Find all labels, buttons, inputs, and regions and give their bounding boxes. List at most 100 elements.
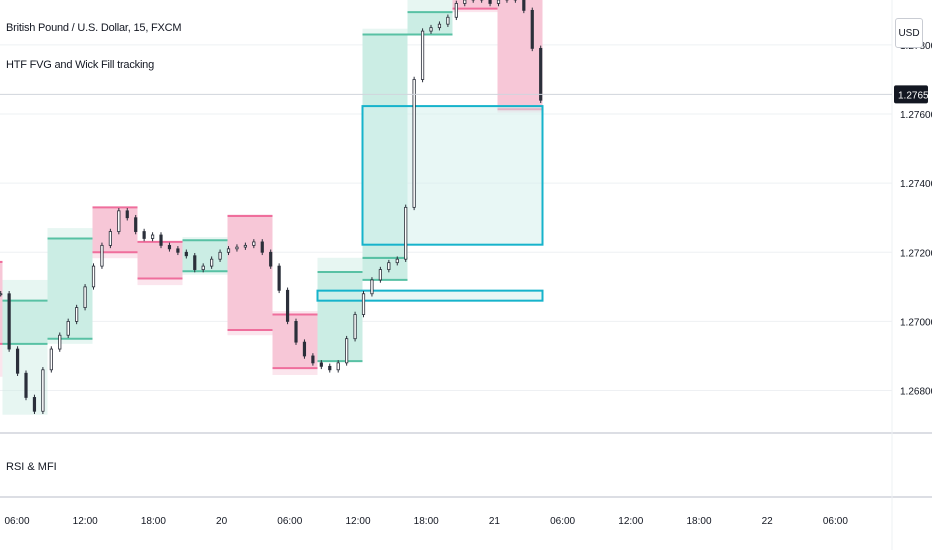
candle-body xyxy=(285,289,290,322)
time-tick-label: 21 xyxy=(489,516,501,527)
candle-body xyxy=(336,362,340,371)
candle-body xyxy=(150,234,155,239)
price-tick-label: 1.27000 xyxy=(900,317,932,328)
time-axis: 06:00 12:00 18:00 20 06:00 12:00 18:00 21 06:00 1… xyxy=(4,516,848,527)
candle-body xyxy=(353,314,357,340)
candle-body xyxy=(243,244,247,248)
time-tick-label: 20 xyxy=(216,516,228,527)
candle-body xyxy=(328,365,332,371)
htf-body xyxy=(452,0,498,9)
time-tick-label: 18:00 xyxy=(686,516,711,527)
candle-body xyxy=(24,372,28,398)
candle-body xyxy=(269,251,273,267)
fvg-zone xyxy=(316,289,544,302)
candle-body xyxy=(522,0,526,11)
candle-body xyxy=(446,16,450,25)
time-tick-label: 18:00 xyxy=(141,516,166,527)
candle-body xyxy=(235,246,239,250)
time-tick-label: 12:00 xyxy=(345,516,370,527)
fvg-zones xyxy=(316,105,544,302)
candle-body xyxy=(260,241,264,253)
candle-body xyxy=(454,3,458,18)
candle-body xyxy=(378,269,382,281)
candle-body xyxy=(167,244,172,250)
candle-body xyxy=(361,293,366,315)
candle-body xyxy=(83,286,87,308)
htf-body xyxy=(92,207,138,253)
candle-body xyxy=(319,362,323,367)
htf-body xyxy=(362,257,408,280)
price-axis: 1.278001.276001.274001.272001.270001.268… xyxy=(894,41,932,398)
candle-body xyxy=(108,231,112,246)
candle-body xyxy=(218,251,222,260)
candle-body xyxy=(125,210,129,219)
time-tick-label: 06:00 xyxy=(823,516,848,527)
candle-body xyxy=(226,248,231,253)
candle-body xyxy=(370,279,374,295)
candle-body xyxy=(159,234,163,246)
time-tick-label: 18:00 xyxy=(414,516,439,527)
htf-body xyxy=(407,12,453,35)
fvg-zone xyxy=(361,105,544,246)
time-tick-label: 06:00 xyxy=(550,516,575,527)
candle-body xyxy=(210,258,214,267)
candle-body xyxy=(66,321,70,336)
candle-body xyxy=(7,293,11,350)
candle-body xyxy=(117,210,121,232)
candle-body xyxy=(539,47,543,101)
candle-body xyxy=(294,321,298,343)
candle-body xyxy=(395,258,399,264)
candle-body xyxy=(58,334,62,350)
candle-body xyxy=(420,30,425,80)
candle-body xyxy=(49,348,53,371)
price-tick-label: 1.27200 xyxy=(900,248,932,259)
rsi-mfi-label[interactable]: RSI & MFI xyxy=(6,461,57,473)
time-tick-label: 12:00 xyxy=(618,516,643,527)
indicator-title[interactable]: HTF FVG and Wick Fill tracking xyxy=(6,59,155,71)
time-tick-label: 06:00 xyxy=(4,516,29,527)
candle-body xyxy=(412,79,416,208)
candle-body xyxy=(184,251,188,257)
price-tick-label: 1.26800 xyxy=(900,387,932,398)
currency-button[interactable]: USD xyxy=(895,18,923,48)
htf-body xyxy=(497,0,543,110)
last-price-badge xyxy=(894,85,928,104)
candle-body xyxy=(32,397,37,412)
htf-body xyxy=(137,241,183,279)
last-price-label: 1.27657 xyxy=(898,90,932,101)
candle-body xyxy=(345,338,349,364)
candle-body xyxy=(277,265,281,291)
candle-body xyxy=(100,244,104,267)
candle-body xyxy=(134,217,138,232)
candle-body xyxy=(142,231,146,239)
candle-body xyxy=(488,0,492,4)
price-tick-label: 1.27600 xyxy=(900,110,932,121)
candle-body xyxy=(463,0,467,4)
candle-body xyxy=(302,341,307,357)
candle-body xyxy=(201,265,205,270)
candle-body xyxy=(91,265,96,288)
candle-body xyxy=(41,369,45,412)
candle-body xyxy=(530,9,534,49)
candle-body xyxy=(311,355,315,364)
candle-body xyxy=(15,348,20,374)
candle-body xyxy=(429,27,433,32)
time-tick-label: 12:00 xyxy=(73,516,98,527)
candle-body xyxy=(437,23,442,29)
candle-body xyxy=(0,293,3,296)
time-tick-label: 22 xyxy=(762,516,774,527)
symbol-title[interactable]: British Pound / U.S. Dollar, 15, FXCM xyxy=(6,22,182,34)
price-candles xyxy=(0,0,543,415)
candle-body xyxy=(252,241,256,246)
candle-body xyxy=(404,206,408,260)
candle-body xyxy=(193,255,197,270)
time-tick-label: 06:00 xyxy=(277,516,302,527)
candle-body xyxy=(176,248,180,253)
candle-body xyxy=(387,262,391,270)
candle-body xyxy=(75,307,79,322)
price-tick-label: 1.27400 xyxy=(900,179,932,190)
htf-body xyxy=(227,216,273,331)
htf-body xyxy=(0,261,3,344)
candle-body xyxy=(496,0,501,4)
